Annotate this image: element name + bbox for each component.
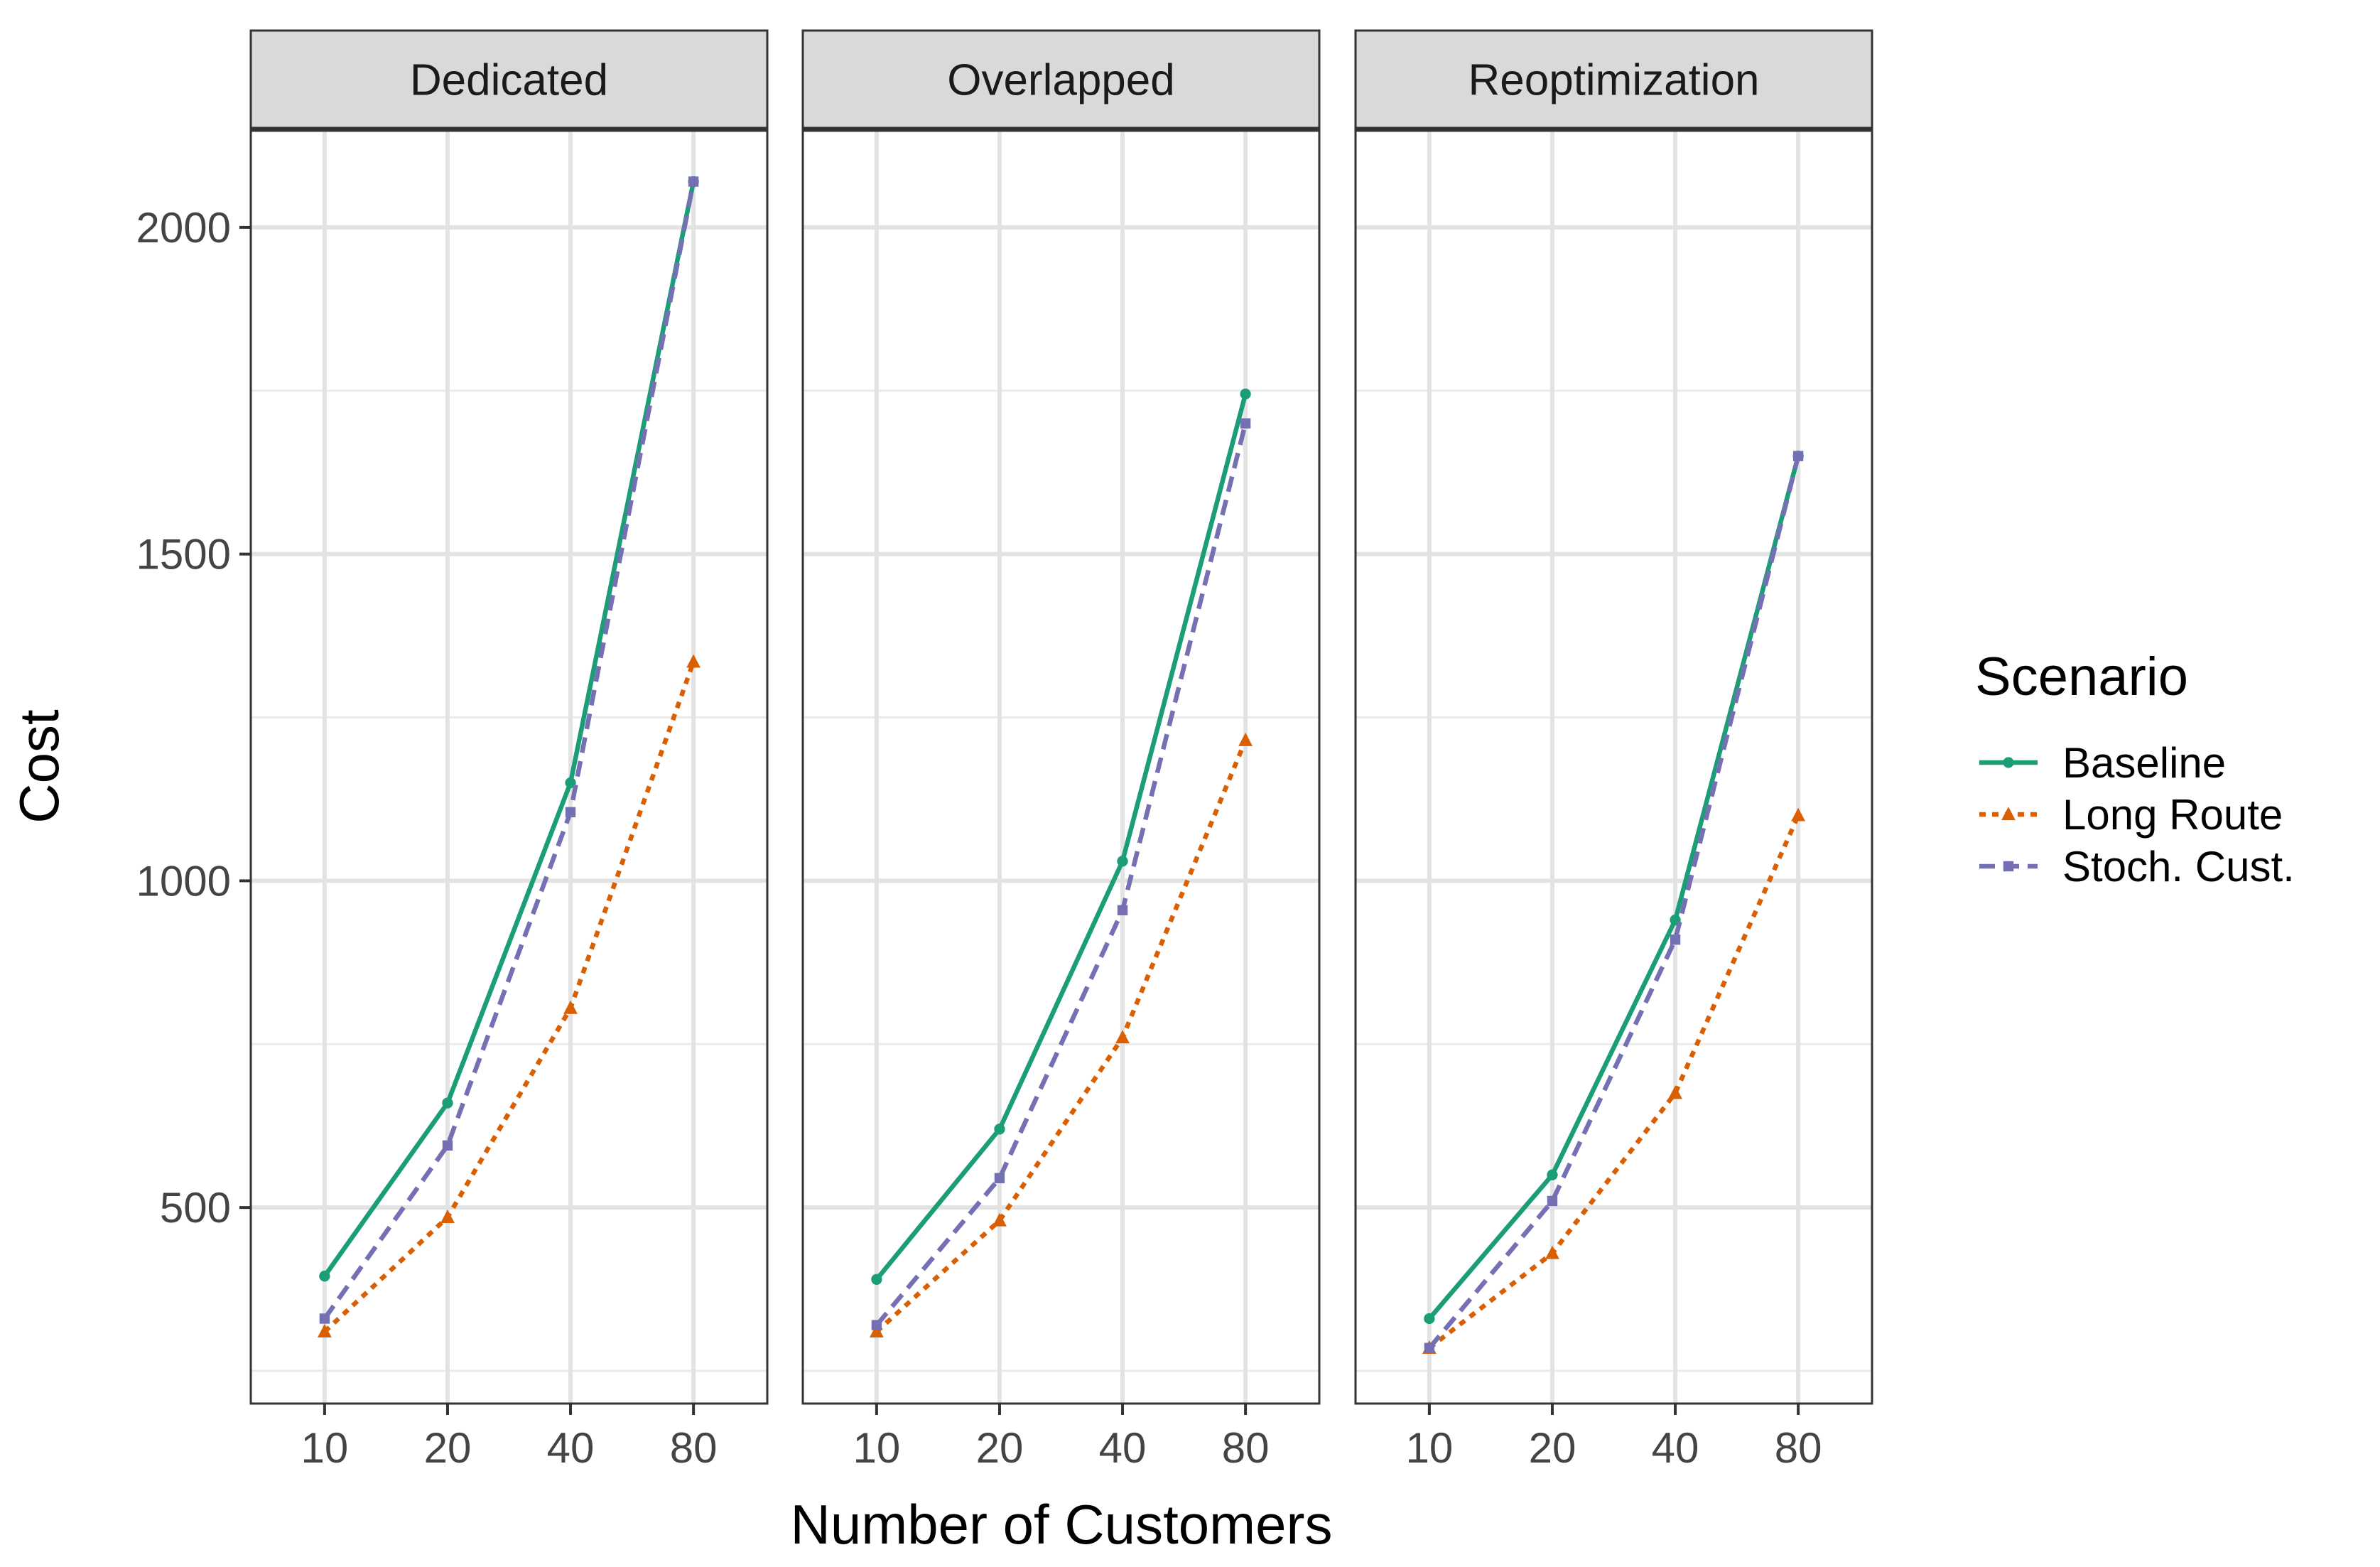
legend-title: Scenario xyxy=(1975,647,2188,707)
data-point-stoch-cust xyxy=(994,1173,1005,1183)
data-point-stoch-cust xyxy=(1547,1195,1558,1207)
legend-key-marker-stoch-cust xyxy=(2003,861,2014,872)
x-tick-label: 10 xyxy=(301,1424,349,1472)
data-point-baseline xyxy=(1424,1313,1435,1325)
data-point-baseline xyxy=(1240,388,1251,400)
series-line-baseline xyxy=(1427,455,1801,1320)
facet-panel-overlapped: Overlapped 10 20 40 80 xyxy=(801,29,1321,1472)
data-point-long-route xyxy=(563,1000,578,1014)
data-point-long-route xyxy=(440,1210,455,1224)
x-tick-label: 40 xyxy=(1652,1424,1699,1472)
data-point-baseline xyxy=(994,1124,1005,1135)
data-point-long-route xyxy=(317,1324,332,1337)
data-point-baseline xyxy=(565,777,576,789)
series-line-baseline xyxy=(875,393,1248,1281)
legend-label-long-route: Long Route xyxy=(2062,791,2283,839)
y-tick-label: 500 xyxy=(160,1184,231,1232)
legend-label-stoch-cust: Stoch. Cust. xyxy=(2062,843,2295,890)
facet-strip xyxy=(249,29,769,131)
x-axis-title: Number of Customers xyxy=(791,1493,1333,1556)
data-point-long-route xyxy=(869,1324,884,1337)
facet-strip-label: Reoptimization xyxy=(1468,56,1759,105)
facet-strip xyxy=(801,29,1321,131)
data-point-stoch-cust xyxy=(442,1140,453,1151)
x-tick-label: 40 xyxy=(547,1424,595,1472)
y-tick-label: 1500 xyxy=(136,531,231,578)
facet-strip-label: Dedicated xyxy=(410,56,608,105)
data-point-stoch-cust xyxy=(1424,1342,1435,1354)
data-point-stoch-cust xyxy=(871,1320,882,1330)
data-point-stoch-cust xyxy=(688,176,699,187)
x-tick-label: 20 xyxy=(976,1424,1024,1472)
legend-label-baseline: Baseline xyxy=(2062,739,2226,787)
series-line-baseline xyxy=(323,181,696,1278)
x-tick-label: 80 xyxy=(1222,1424,1270,1472)
data-point-baseline xyxy=(1117,856,1128,867)
series-line-stoch-cust xyxy=(323,181,696,1320)
data-point-long-route xyxy=(1115,1030,1130,1044)
x-tick-label: 20 xyxy=(424,1424,472,1472)
data-point-stoch-cust xyxy=(1670,934,1681,945)
panel-background xyxy=(803,129,1319,1404)
facet-panel-reoptimization: Reoptimization 10 20 40 80 xyxy=(1354,29,1873,1472)
y-tick-label: 2000 xyxy=(136,204,231,252)
series-line-long-route xyxy=(1427,814,1801,1350)
x-tick-label: 20 xyxy=(1529,1424,1576,1472)
data-point-stoch-cust xyxy=(1117,905,1128,915)
data-point-long-route xyxy=(1238,732,1253,746)
y-tick-label: 1000 xyxy=(136,857,231,905)
data-point-long-route xyxy=(1791,807,1806,822)
series-line-stoch-cust xyxy=(875,423,1248,1327)
panel-background xyxy=(1356,129,1872,1404)
x-tick-label: 10 xyxy=(1406,1424,1454,1472)
data-point-baseline xyxy=(319,1271,330,1282)
data-point-baseline xyxy=(1547,1169,1558,1180)
series-line-long-route xyxy=(875,739,1248,1334)
legend-key-marker-baseline xyxy=(2003,757,2014,768)
x-tick-label: 10 xyxy=(853,1424,901,1472)
x-tick-label: 80 xyxy=(1775,1424,1822,1472)
data-point-long-route xyxy=(686,654,701,668)
y-axis-title: Cost xyxy=(8,709,70,824)
data-point-baseline xyxy=(871,1273,882,1285)
data-point-baseline xyxy=(442,1097,453,1109)
x-tick-label: 40 xyxy=(1099,1424,1147,1472)
data-point-stoch-cust xyxy=(319,1313,330,1324)
facet-strip-label: Overlapped xyxy=(947,56,1175,105)
data-point-long-route xyxy=(1545,1245,1559,1259)
panel-background xyxy=(251,129,767,1404)
series-line-long-route xyxy=(323,661,696,1334)
facet-panel-dedicated: Dedicated 10 20 40 80 xyxy=(249,29,769,1472)
data-point-stoch-cust xyxy=(565,807,576,818)
data-point-stoch-cust xyxy=(1792,451,1804,461)
series-line-stoch-cust xyxy=(1427,455,1801,1350)
data-point-stoch-cust xyxy=(1240,418,1251,429)
x-tick-label: 80 xyxy=(670,1424,718,1472)
data-point-long-route xyxy=(1668,1085,1682,1099)
data-point-long-route xyxy=(992,1212,1007,1227)
legend-key-marker-long-route xyxy=(2001,807,2016,821)
